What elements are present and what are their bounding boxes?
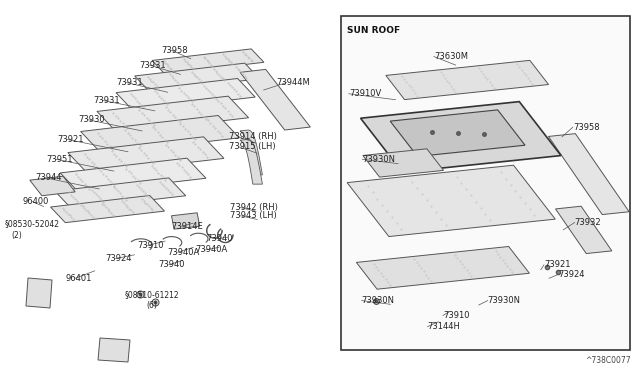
Text: 73924: 73924 (106, 254, 132, 263)
Text: 73914 (RH): 73914 (RH) (229, 132, 277, 141)
Polygon shape (26, 278, 52, 308)
Text: 73930N: 73930N (362, 155, 396, 164)
Polygon shape (390, 110, 525, 157)
Polygon shape (97, 96, 248, 133)
Text: 73930N: 73930N (488, 296, 521, 305)
Text: 73940A: 73940A (195, 246, 227, 254)
Text: 73942 (RH): 73942 (RH) (230, 203, 278, 212)
Text: §08530-52042: §08530-52042 (5, 219, 60, 228)
Bar (341, 16, 630, 350)
Text: SUN ROOF: SUN ROOF (347, 26, 400, 35)
Text: ^738C0077: ^738C0077 (585, 356, 630, 365)
Text: 73630M: 73630M (434, 52, 468, 61)
Text: 73144H: 73144H (428, 322, 460, 331)
Text: 73930N: 73930N (362, 296, 395, 305)
Text: (6): (6) (146, 301, 157, 310)
Text: 73931: 73931 (116, 78, 143, 87)
Text: 73940: 73940 (206, 234, 232, 243)
Text: 96400: 96400 (22, 197, 49, 206)
Polygon shape (68, 137, 224, 174)
Text: 73931: 73931 (93, 96, 120, 105)
Text: 73914E: 73914E (172, 222, 204, 231)
Text: 73931: 73931 (140, 61, 166, 70)
Text: 73910V: 73910V (349, 89, 381, 98)
Text: §08510-61212: §08510-61212 (125, 290, 179, 299)
Text: 73921: 73921 (544, 260, 570, 269)
Polygon shape (386, 60, 548, 100)
Polygon shape (360, 102, 561, 172)
Polygon shape (240, 69, 310, 130)
Text: 73944: 73944 (35, 173, 61, 182)
Text: 73910: 73910 (443, 311, 469, 320)
Polygon shape (134, 63, 260, 92)
Text: 73951: 73951 (46, 155, 72, 164)
Polygon shape (98, 338, 130, 362)
Polygon shape (347, 165, 556, 237)
Text: 73940A: 73940A (168, 248, 200, 257)
Polygon shape (55, 178, 186, 209)
Text: (2): (2) (12, 231, 22, 240)
Polygon shape (556, 206, 612, 254)
Text: 73910: 73910 (138, 241, 164, 250)
Text: 73944M: 73944M (276, 78, 310, 87)
Polygon shape (356, 247, 529, 289)
Text: 73943 (LH): 73943 (LH) (230, 211, 277, 220)
Polygon shape (548, 134, 629, 215)
Polygon shape (172, 213, 200, 229)
Text: 73930: 73930 (78, 115, 105, 124)
Polygon shape (30, 176, 75, 196)
Polygon shape (60, 158, 206, 193)
Text: 96401: 96401 (65, 274, 92, 283)
Polygon shape (152, 49, 264, 74)
Text: 73924: 73924 (558, 270, 584, 279)
Text: 73921: 73921 (58, 135, 84, 144)
Text: 73932: 73932 (575, 218, 602, 227)
Polygon shape (240, 140, 262, 184)
Text: 73940: 73940 (159, 260, 185, 269)
Polygon shape (116, 78, 255, 111)
Polygon shape (240, 130, 262, 175)
Polygon shape (81, 115, 239, 154)
Polygon shape (363, 149, 444, 177)
Text: 73958: 73958 (161, 46, 188, 55)
Text: 73915 (LH): 73915 (LH) (229, 142, 276, 151)
Polygon shape (51, 196, 164, 222)
Text: 73958: 73958 (573, 123, 600, 132)
